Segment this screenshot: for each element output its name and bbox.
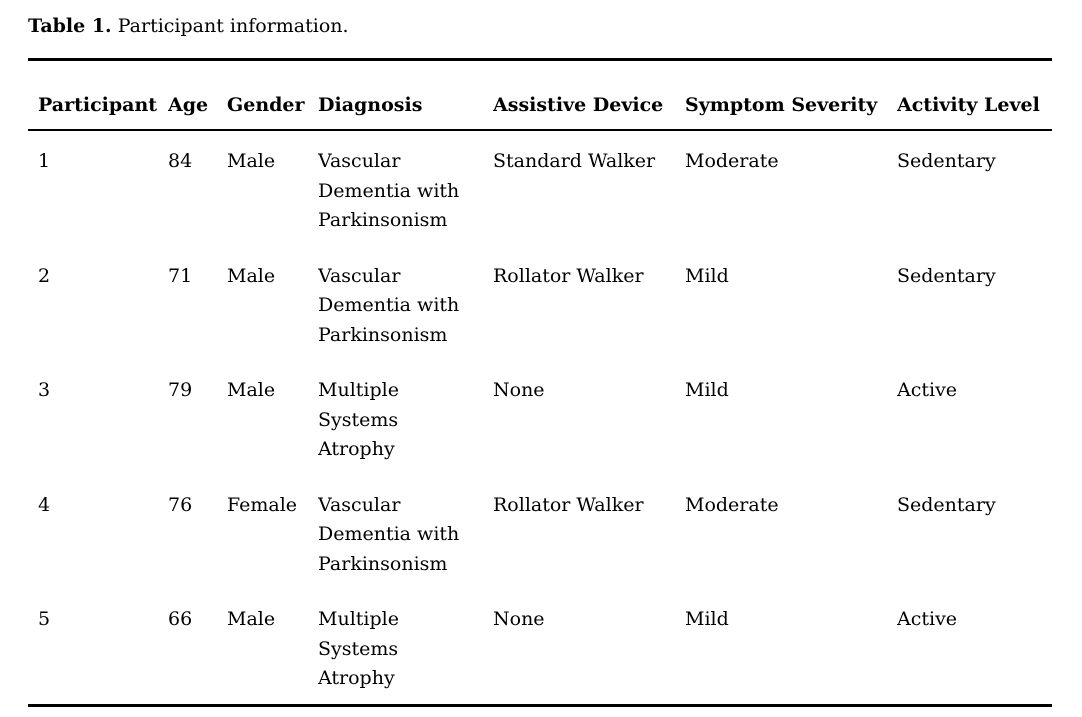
cell-gender: Male: [227, 608, 276, 630]
table-caption: Table 1. Participant information.: [28, 13, 349, 39]
cell-participant: 1: [38, 150, 51, 172]
cell-age: 66: [168, 608, 193, 630]
cell-activity_level: Sedentary: [897, 493, 996, 516]
cell-assistive_device: None: [493, 379, 545, 401]
cell-assistive_device: None: [493, 608, 545, 630]
column-header-gender: Gender: [227, 59, 318, 131]
cell-assistive_device: Rollator Walker: [493, 264, 644, 287]
cell-age: 76: [168, 493, 193, 516]
cell-activity_level: Sedentary: [897, 264, 996, 287]
cell-symptom_severity: Mild: [685, 608, 729, 630]
cell-age: 71: [168, 264, 193, 287]
cell-gender: Male: [227, 379, 276, 401]
cell-participant: 3: [38, 379, 51, 401]
cell-symptom_severity: Moderate: [685, 150, 779, 172]
cell-diagnosis: Vascular Dementia with Parkinsonism: [318, 264, 460, 346]
table-row: 5 66 Male Multiple Systems Atrophy None Mild A…: [28, 589, 1052, 705]
cell-participant: 2: [38, 264, 51, 287]
table-header-row: Participant Age Gender Diagnosis Assistive D…: [28, 59, 1052, 131]
cell-assistive_device: Standard Walker: [493, 150, 656, 172]
cell-diagnosis: Multiple Systems Atrophy: [318, 608, 399, 689]
column-header-assistive_device: Assistive Device: [493, 59, 685, 131]
cell-participant: 5: [38, 608, 51, 630]
cell-age: 84: [168, 150, 193, 172]
column-header-diagnosis: Diagnosis: [318, 59, 493, 131]
table-caption-label: Table 1.: [28, 15, 112, 37]
column-header-participant: Participant: [28, 59, 168, 131]
table-row: 1 84 Male Vascular Dementia with Parkinsoni…: [28, 130, 1052, 246]
column-header-symptom_severity: Symptom Severity: [685, 59, 897, 131]
cell-symptom_severity: Moderate: [685, 493, 779, 516]
table-row: 4 76 Female Vascular Dementia with Parkinso…: [28, 475, 1052, 590]
cell-participant: 4: [38, 493, 51, 516]
cell-activity_level: Sedentary: [897, 150, 996, 172]
cell-diagnosis: Vascular Dementia with Parkinsonism: [318, 493, 460, 575]
cell-symptom_severity: Mild: [685, 379, 729, 401]
cell-activity_level: Active: [897, 379, 958, 401]
cell-gender: Male: [227, 264, 276, 287]
cell-age: 79: [168, 379, 193, 401]
cell-gender: Male: [227, 150, 276, 172]
table-row: 2 71 Male Vascular Dementia with Parkinsoni…: [28, 246, 1052, 361]
cell-symptom_severity: Mild: [685, 264, 729, 287]
cell-gender: Female: [227, 493, 298, 516]
cell-diagnosis: Multiple Systems Atrophy: [318, 379, 399, 460]
participant-table: Participant Age Gender Diagnosis Assistive D…: [28, 58, 1052, 707]
table-row: 3 79 Male Multiple Systems Atrophy None Mild A…: [28, 360, 1052, 475]
cell-diagnosis: Vascular Dementia with Parkinsonism: [318, 150, 460, 231]
column-header-activity_level: Activity Level: [897, 59, 1052, 131]
cell-activity_level: Active: [897, 608, 958, 630]
cell-assistive_device: Rollator Walker: [493, 493, 644, 516]
column-header-age: Age: [168, 59, 227, 131]
table-caption-text: Participant information.: [117, 15, 349, 37]
